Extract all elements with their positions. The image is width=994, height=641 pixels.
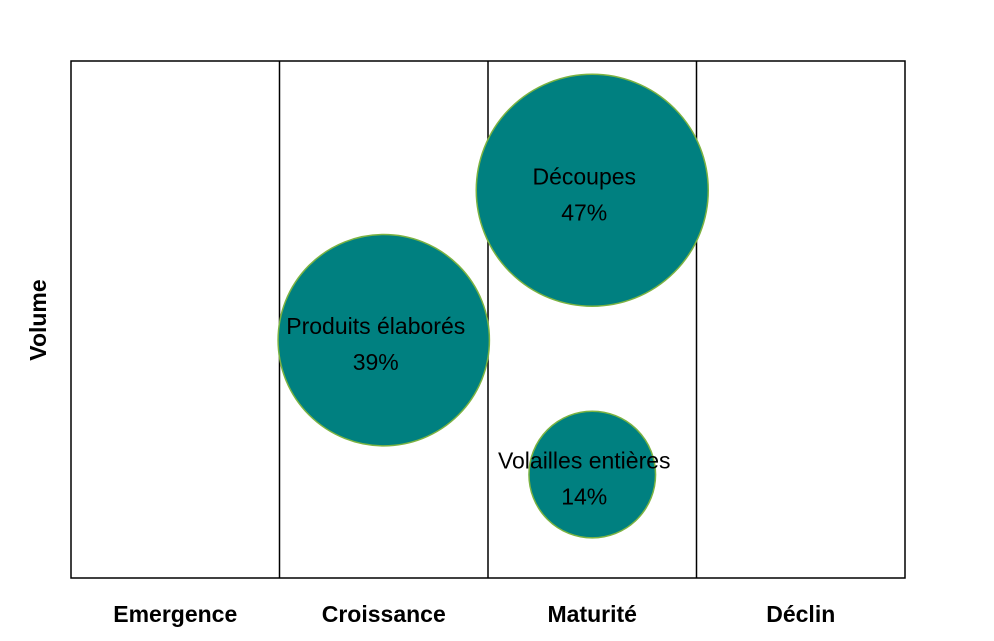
bubble-circle [528, 410, 657, 539]
bubble-name-label: Découpes [532, 163, 636, 189]
phase-label-3: Déclin [766, 601, 835, 627]
bubble-value-label: 39% [353, 349, 399, 375]
bubble-1: Découpes 47% [475, 73, 709, 307]
phase-labels: Emergence Croissance Maturité Déclin [113, 601, 835, 627]
phase-label-0: Emergence [113, 601, 237, 627]
bubble-0: Produits élaborés 39% [277, 233, 491, 447]
bubbles-layer: Produits élaborés 39% Découpes 47% Volailles… [277, 73, 709, 539]
phase-label-1: Croissance [322, 601, 446, 627]
bubble-2: Volailles entières 14% [498, 410, 671, 539]
bubble-circle [475, 73, 709, 307]
y-axis-label: Volume [25, 279, 51, 360]
phase-label-2: Maturité [548, 601, 637, 627]
bubble-name-label: Volailles entières [498, 448, 671, 474]
bubble-name-label: Produits élaborés [286, 313, 465, 339]
bubble-circle [277, 233, 491, 447]
bubble-value-label: 14% [561, 484, 607, 510]
bubble-value-label: 47% [561, 199, 607, 225]
